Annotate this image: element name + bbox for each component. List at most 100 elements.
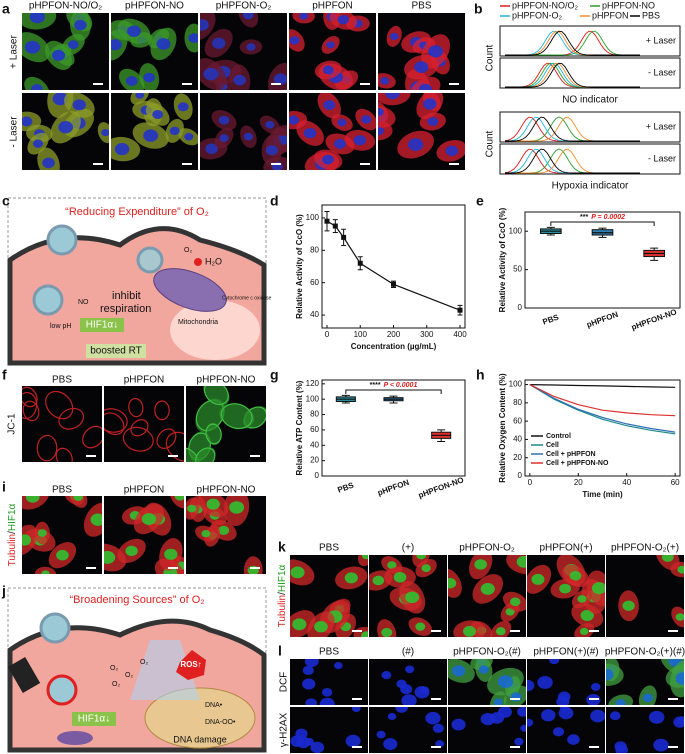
significance-bracket bbox=[550, 221, 655, 226]
nucleus bbox=[206, 498, 220, 510]
axis-title: Count bbox=[485, 44, 496, 71]
nucleus bbox=[32, 139, 44, 148]
nucleus bbox=[415, 622, 426, 631]
nucleus bbox=[31, 84, 43, 90]
nucleus bbox=[73, 496, 84, 502]
micrograph bbox=[369, 659, 447, 705]
nucleus bbox=[531, 573, 545, 585]
column-header: pHPFON-NO bbox=[125, 1, 184, 12]
nucleus bbox=[203, 67, 219, 81]
panel-label: c bbox=[2, 193, 10, 209]
nucleus bbox=[510, 597, 521, 607]
y-tick-label: 20 bbox=[310, 456, 319, 465]
nucleus bbox=[314, 621, 328, 633]
x-tick-label: pHPFON bbox=[376, 478, 410, 498]
label: DNA• bbox=[205, 702, 223, 709]
nucleus bbox=[246, 43, 256, 51]
nanoparticle bbox=[39, 612, 71, 644]
annotation-stars: *** bbox=[580, 214, 588, 221]
nucleus bbox=[273, 73, 287, 85]
legend-label: Control bbox=[546, 433, 571, 440]
cells bbox=[378, 25, 451, 90]
nucleus bbox=[104, 550, 116, 564]
nucleus bbox=[169, 126, 180, 136]
nucleus bbox=[569, 571, 582, 581]
column-header: PBS bbox=[319, 647, 339, 658]
nucleus bbox=[22, 116, 33, 127]
nucleus bbox=[295, 728, 308, 739]
cell-outline bbox=[82, 425, 102, 449]
column-header: (+) bbox=[402, 543, 415, 554]
nucleus bbox=[372, 575, 385, 586]
histogram-frame bbox=[499, 25, 681, 57]
label: ROS↑ bbox=[180, 660, 201, 669]
nanoparticle bbox=[136, 246, 164, 274]
cells bbox=[302, 659, 343, 705]
label: O₂ bbox=[112, 681, 120, 688]
annotation-text: P = 0.0002 bbox=[591, 214, 625, 221]
micrograph bbox=[22, 386, 102, 462]
cells bbox=[376, 707, 445, 750]
label: Mitochondria bbox=[178, 319, 218, 326]
nucleus bbox=[361, 631, 368, 637]
label: O₂ bbox=[110, 665, 118, 672]
nucleus bbox=[304, 659, 319, 667]
nucleus bbox=[609, 711, 621, 721]
panel-label: k bbox=[278, 539, 286, 555]
protein bbox=[57, 731, 93, 745]
nucleus bbox=[212, 37, 226, 49]
nucleus bbox=[401, 694, 417, 705]
nucleus bbox=[290, 566, 305, 579]
nucleus bbox=[480, 583, 495, 595]
cytoplasm bbox=[219, 403, 255, 429]
column-header: (#) bbox=[402, 647, 414, 658]
micrograph bbox=[290, 555, 368, 637]
cells bbox=[609, 710, 684, 753]
nucleus bbox=[380, 77, 390, 85]
micrograph bbox=[448, 659, 526, 705]
nucleus bbox=[177, 102, 189, 112]
x-axis-title: Time (min) bbox=[582, 490, 623, 499]
nucleus bbox=[474, 559, 487, 570]
nanoparticle bbox=[46, 224, 78, 256]
label: O₂ bbox=[184, 247, 192, 254]
panel-label: a bbox=[2, 1, 10, 17]
nucleus bbox=[462, 625, 476, 637]
nucleus bbox=[389, 32, 399, 40]
column-header: pHPFON-NO bbox=[197, 375, 256, 386]
nucleus bbox=[58, 121, 74, 134]
label: HIF1α↓ bbox=[86, 320, 118, 331]
nucleus bbox=[577, 595, 587, 603]
nucleus bbox=[615, 699, 626, 705]
nucleus bbox=[114, 143, 130, 156]
label-part: Tubulin bbox=[277, 595, 288, 627]
nucleus bbox=[497, 675, 514, 688]
nucleus bbox=[556, 696, 570, 705]
nucleus bbox=[642, 693, 653, 703]
panel-label: f bbox=[2, 367, 7, 383]
micrograph bbox=[22, 13, 109, 90]
row-label: γ-H2AX bbox=[279, 712, 290, 747]
micrograph bbox=[527, 659, 605, 705]
label: respiration bbox=[100, 303, 151, 315]
row-label: - Laser bbox=[648, 153, 676, 163]
nucleus bbox=[74, 19, 87, 31]
nucleus bbox=[445, 145, 459, 157]
plot-frame bbox=[524, 379, 681, 477]
micrograph bbox=[186, 496, 266, 574]
micrograph bbox=[290, 659, 368, 705]
nucleus bbox=[567, 734, 580, 745]
nucleus bbox=[205, 143, 218, 155]
nucleus bbox=[421, 564, 431, 573]
column-header: pHPFON-O₂(#) bbox=[453, 647, 521, 658]
micrograph bbox=[104, 496, 184, 574]
nucleus bbox=[427, 117, 439, 126]
nucleus bbox=[387, 712, 397, 720]
y-tick-label: 40 bbox=[310, 310, 319, 319]
nucleus bbox=[41, 570, 50, 574]
y-tick-label: 60 bbox=[310, 425, 319, 434]
nucleus bbox=[579, 627, 589, 636]
axis-title: Count bbox=[485, 130, 496, 157]
micrograph bbox=[290, 707, 368, 753]
nucleus bbox=[51, 49, 66, 61]
